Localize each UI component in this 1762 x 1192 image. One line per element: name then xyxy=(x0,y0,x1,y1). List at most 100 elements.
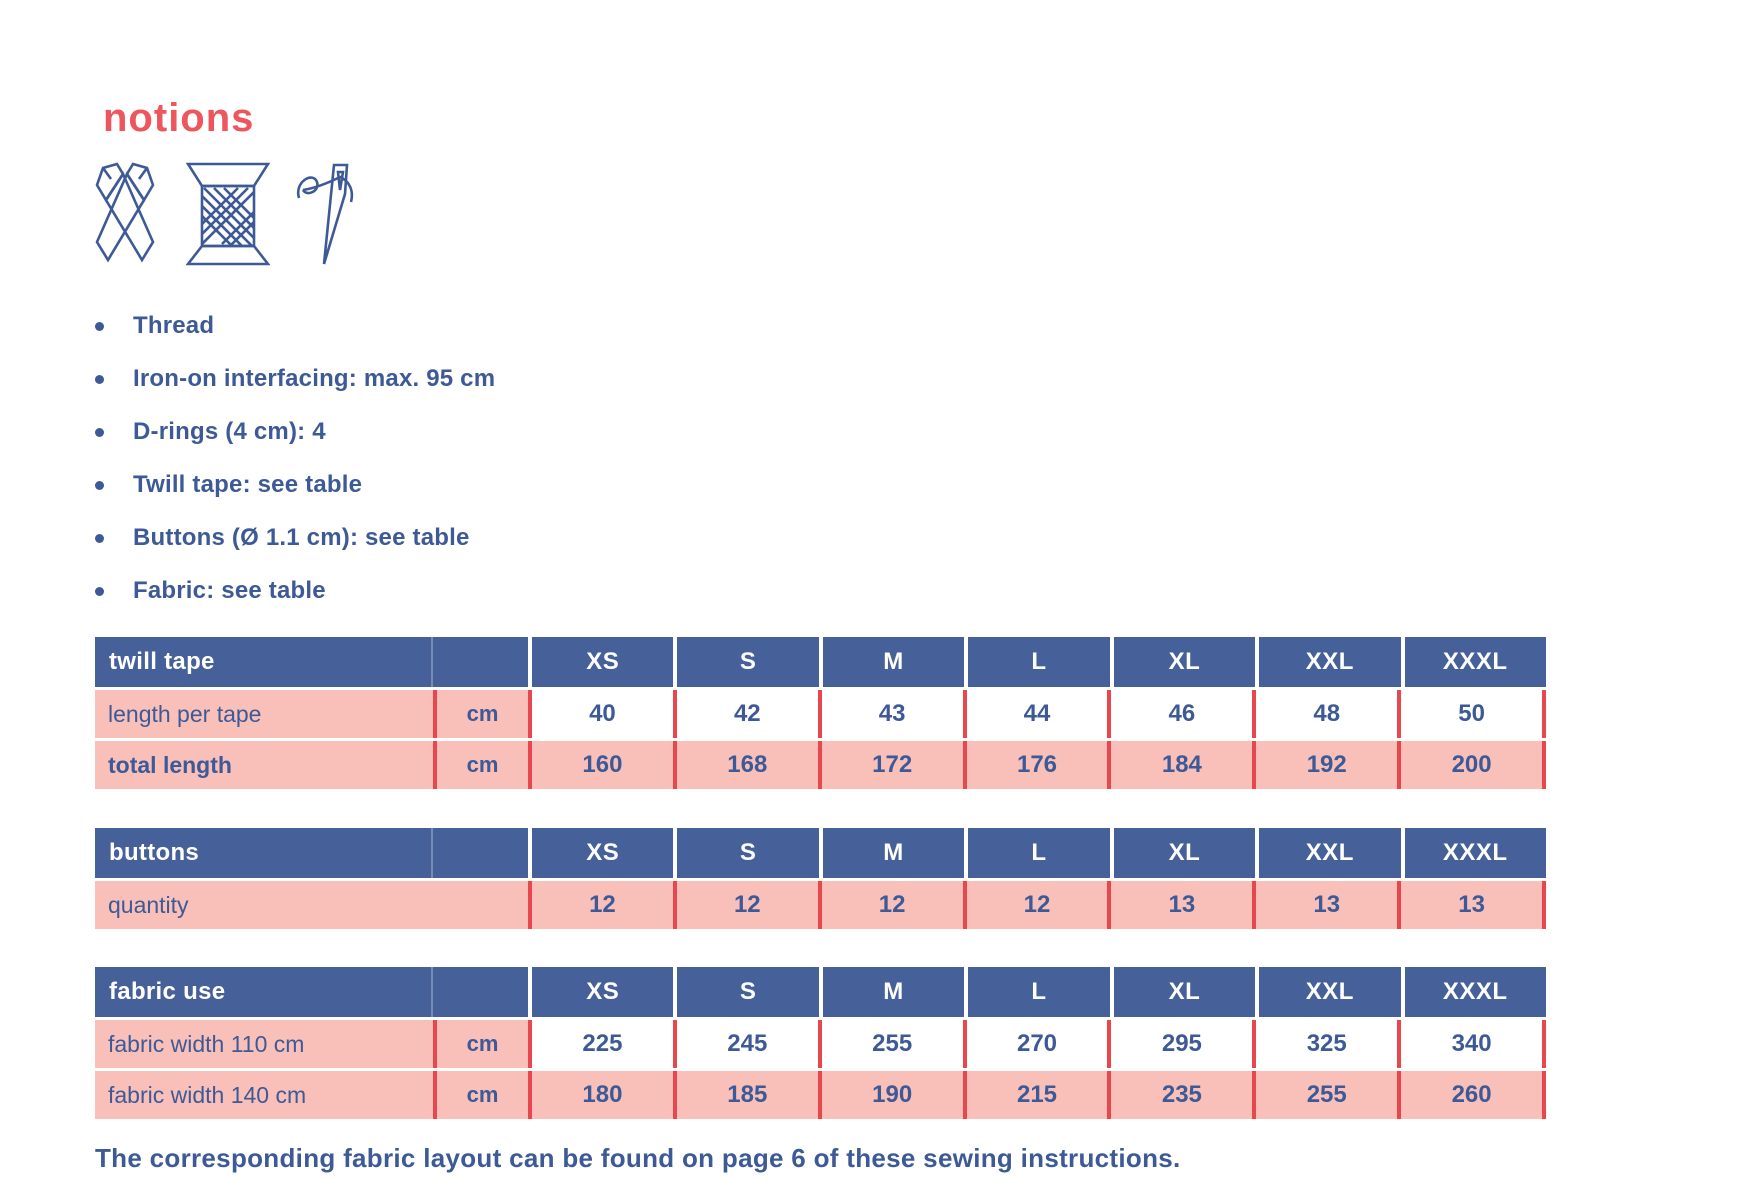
needle-icon xyxy=(296,163,354,265)
value-cell: 255 xyxy=(1252,1071,1398,1119)
list-item-text: Twill tape: see table xyxy=(133,471,363,498)
bullet-dot-icon xyxy=(95,586,104,596)
table-buttons: buttons XS S M L XL XXL XXXL quantity 12 12 12 12 13 1… xyxy=(95,828,1547,932)
size-header-XXL: XXL xyxy=(1255,637,1401,687)
size-header-M: M xyxy=(818,637,965,687)
size-header-XXXL: XXXL xyxy=(1400,637,1546,687)
value-cell: 295 xyxy=(1107,1020,1253,1068)
row-label: fabric width 140 cm xyxy=(95,1071,433,1119)
table-twill-tape: twill tape XS S M L XL XXL XXXL length per tape c… xyxy=(95,637,1547,792)
table-fabric-use: fabric use XS S M L XL XXL XXXL fabric width 110… xyxy=(95,967,1547,1122)
value-cell: 12 xyxy=(962,881,1108,929)
list-item-text: Buttons (Ø 1.1 cm): see table xyxy=(133,524,470,551)
bullet-dot-icon xyxy=(95,480,104,490)
unit-cell: cm xyxy=(433,1020,528,1068)
list-item: Iron-on interfacing: max. 95 cm xyxy=(95,365,496,392)
size-header-XS: XS xyxy=(528,967,674,1017)
value-cell: 13 xyxy=(1107,881,1253,929)
value-cell: 12 xyxy=(528,881,673,929)
size-header-M: M xyxy=(818,967,965,1017)
table-name-cell: buttons xyxy=(95,828,528,878)
size-header-L: L xyxy=(964,967,1110,1017)
value-cell: 325 xyxy=(1252,1020,1398,1068)
value-cell: 200 xyxy=(1397,741,1547,789)
value-cell: 225 xyxy=(528,1020,673,1068)
row-label: quantity xyxy=(95,881,528,929)
table-name: fabric use xyxy=(109,978,226,1005)
value-cell: 40 xyxy=(528,690,673,738)
value-cell: 235 xyxy=(1107,1071,1253,1119)
list-item-text: Fabric: see table xyxy=(133,577,326,604)
size-header-S: S xyxy=(673,967,819,1017)
table-header-row: buttons XS S M L XL XXL XXXL xyxy=(95,828,1546,878)
value-cell: 42 xyxy=(672,690,818,738)
notions-icons xyxy=(90,160,354,270)
table-row: quantity 12 12 12 12 13 13 13 xyxy=(95,881,1547,929)
size-header-L: L xyxy=(964,828,1110,878)
value-cell: 260 xyxy=(1397,1071,1547,1119)
value-cell: 176 xyxy=(962,741,1108,789)
unit-cell: cm xyxy=(433,1071,528,1119)
thread-spool-icon xyxy=(186,162,270,266)
value-cell: 180 xyxy=(528,1071,673,1119)
value-cell: 48 xyxy=(1252,690,1398,738)
table-row: total length cm 160 168 172 176 184 192 200 xyxy=(95,741,1547,789)
list-item: D-rings (4 cm): 4 xyxy=(95,418,495,445)
table-row: length per tape cm 40 42 43 44 46 48 50 xyxy=(95,690,1547,738)
bullet-dot-icon xyxy=(95,374,104,384)
size-header-XL: XL xyxy=(1109,637,1256,687)
size-header-XXL: XXL xyxy=(1255,967,1401,1017)
value-cell: 13 xyxy=(1397,881,1547,929)
unit-cell: cm xyxy=(433,690,528,738)
value-cell: 270 xyxy=(962,1020,1108,1068)
list-item-text: Thread xyxy=(133,312,215,339)
table-name-cell: twill tape xyxy=(95,637,528,687)
size-header-XL: XL xyxy=(1109,967,1256,1017)
value-cell: 13 xyxy=(1252,881,1398,929)
row-label: length per tape xyxy=(95,690,433,738)
size-header-XXL: XXL xyxy=(1255,828,1401,878)
unit-cell: cm xyxy=(433,741,528,789)
value-cell: 43 xyxy=(817,690,963,738)
bullet-dot-icon xyxy=(95,427,104,437)
page-title: notions xyxy=(103,96,255,140)
footer-note: The corresponding fabric layout can be f… xyxy=(95,1143,1181,1173)
value-cell: 172 xyxy=(817,741,963,789)
table-row: fabric width 140 cm cm 180 185 190 215 235 255 2… xyxy=(95,1071,1547,1119)
table-header-row: fabric use XS S M L XL XXL XXXL xyxy=(95,967,1546,1017)
value-cell: 50 xyxy=(1397,690,1547,738)
size-header-S: S xyxy=(673,828,819,878)
value-cell: 168 xyxy=(672,741,818,789)
list-item-text: Iron-on interfacing: max. 95 cm xyxy=(133,365,496,392)
scissors-icon xyxy=(95,162,155,263)
size-header-M: M xyxy=(818,828,965,878)
size-header-XXXL: XXXL xyxy=(1400,828,1546,878)
list-item: Fabric: see table xyxy=(95,577,495,604)
value-cell: 215 xyxy=(962,1071,1108,1119)
value-cell: 184 xyxy=(1107,741,1253,789)
value-cell: 12 xyxy=(672,881,818,929)
row-label: total length xyxy=(95,741,433,789)
table-name-cell: fabric use xyxy=(95,967,528,1017)
bullet-dot-icon xyxy=(95,533,104,543)
value-cell: 12 xyxy=(817,881,963,929)
table-header-row: twill tape XS S M L XL XXL XXXL xyxy=(95,637,1546,687)
table-row: fabric width 110 cm cm 225 245 255 270 295 325 3… xyxy=(95,1020,1547,1068)
size-header-L: L xyxy=(964,637,1110,687)
value-cell: 160 xyxy=(528,741,673,789)
size-header-XS: XS xyxy=(528,637,674,687)
list-item: Buttons (Ø 1.1 cm): see table xyxy=(95,524,495,551)
value-cell: 255 xyxy=(817,1020,963,1068)
size-header-XL: XL xyxy=(1109,828,1256,878)
value-cell: 44 xyxy=(962,690,1108,738)
value-cell: 192 xyxy=(1252,741,1398,789)
row-label: fabric width 110 cm xyxy=(95,1020,433,1068)
value-cell: 245 xyxy=(672,1020,818,1068)
bullet-dot-icon xyxy=(95,321,104,331)
list-item-text: D-rings (4 cm): 4 xyxy=(133,418,326,445)
size-header-S: S xyxy=(673,637,819,687)
table-name: buttons xyxy=(109,839,200,866)
value-cell: 185 xyxy=(672,1071,818,1119)
size-header-XXXL: XXXL xyxy=(1400,967,1546,1017)
